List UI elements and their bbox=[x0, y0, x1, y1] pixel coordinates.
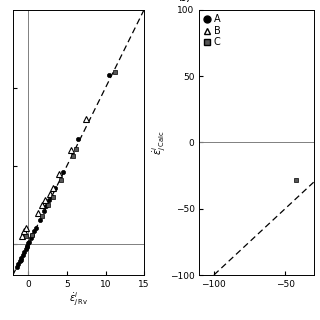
Y-axis label: $\dot{\varepsilon}^i_{j\,\mathrm{Calc}}$: $\dot{\varepsilon}^i_{j\,\mathrm{Calc}}$ bbox=[151, 130, 168, 155]
Text: b): b) bbox=[179, 0, 192, 4]
Legend: A, B, C: A, B, C bbox=[202, 12, 223, 49]
X-axis label: $\dot{\varepsilon}^i_{j\,\mathrm{Rv}}$: $\dot{\varepsilon}^i_{j\,\mathrm{Rv}}$ bbox=[69, 291, 88, 308]
